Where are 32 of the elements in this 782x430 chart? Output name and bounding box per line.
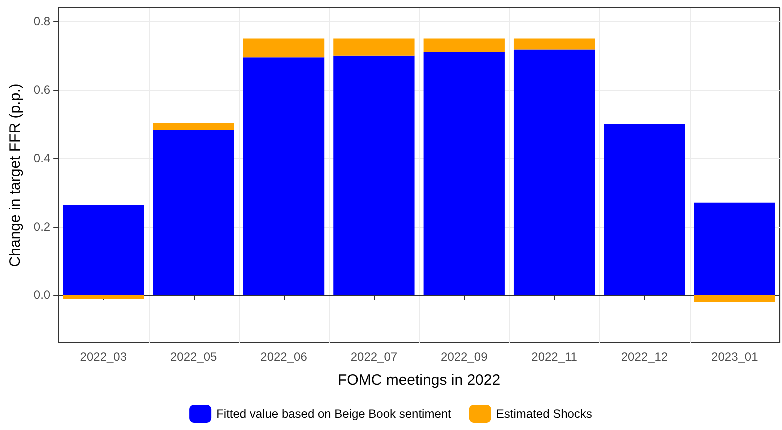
bar xyxy=(243,38,325,58)
y-tick-label: 0.6 xyxy=(34,83,51,98)
y-tick-label: 0.4 xyxy=(34,151,51,166)
y-tick-label: 0.8 xyxy=(34,14,51,29)
y-tick-label: 0.2 xyxy=(34,220,51,234)
x-tick-label: 2022_12 xyxy=(621,350,668,364)
bar xyxy=(334,38,415,56)
bar xyxy=(424,38,505,52)
bar xyxy=(514,38,596,50)
bar xyxy=(334,56,415,296)
x-tick-label: 2022_11 xyxy=(532,350,578,364)
bar xyxy=(153,130,234,296)
x-axis-title: FOMC meetings in 2022 xyxy=(338,372,501,389)
bar xyxy=(63,295,144,300)
x-tick-label: 2022_05 xyxy=(170,350,218,364)
legend-label: Fitted value based on Beige Book sentiment xyxy=(216,407,452,421)
x-tick-label: 2022_07 xyxy=(350,350,398,364)
bar xyxy=(243,58,325,296)
bar xyxy=(514,50,596,296)
x-tick-label: 2022_03 xyxy=(80,350,128,364)
x-tick-label: 2022_06 xyxy=(260,350,308,364)
legend-label: Estimated Shocks xyxy=(496,407,592,421)
bar xyxy=(694,202,776,296)
bar xyxy=(604,124,686,296)
y-tick-label: 0.0 xyxy=(34,288,51,302)
x-tick-label: 2022_09 xyxy=(441,350,488,364)
bar xyxy=(63,205,144,296)
bar xyxy=(694,295,776,302)
bar xyxy=(153,124,234,130)
x-tick-label: 2023_01 xyxy=(712,350,759,364)
y-axis-title: Change in target FFR (p.p.) xyxy=(7,84,24,268)
bar xyxy=(424,52,505,296)
